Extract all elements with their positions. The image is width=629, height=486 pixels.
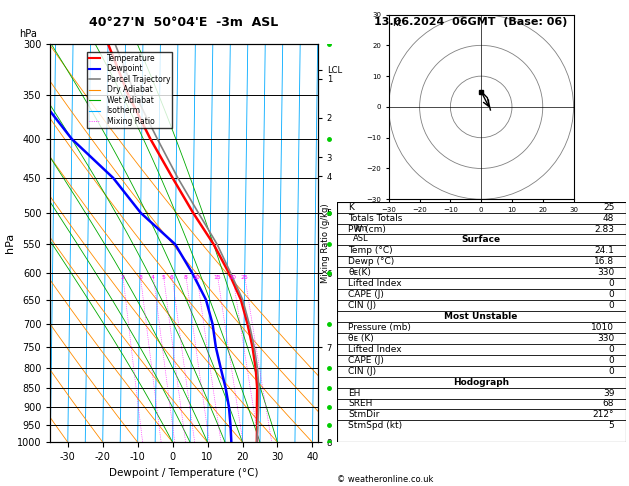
Text: 330: 330 bbox=[597, 268, 615, 278]
Text: 212°: 212° bbox=[593, 410, 615, 419]
Text: 2: 2 bbox=[121, 275, 125, 280]
Text: 15: 15 bbox=[213, 275, 221, 280]
Text: 25: 25 bbox=[603, 203, 615, 212]
Text: 2.83: 2.83 bbox=[594, 225, 615, 234]
Text: Most Unstable: Most Unstable bbox=[445, 312, 518, 321]
Text: 1010: 1010 bbox=[591, 323, 615, 332]
Text: 4: 4 bbox=[151, 275, 155, 280]
Text: 10: 10 bbox=[192, 275, 201, 280]
Text: 0: 0 bbox=[608, 345, 615, 354]
Text: StmDir: StmDir bbox=[348, 410, 379, 419]
Text: 8: 8 bbox=[184, 275, 187, 280]
Text: Dewp (°C): Dewp (°C) bbox=[348, 257, 394, 266]
X-axis label: Dewpoint / Temperature (°C): Dewpoint / Temperature (°C) bbox=[109, 468, 259, 478]
Text: 24.1: 24.1 bbox=[594, 246, 615, 256]
Text: 0: 0 bbox=[608, 290, 615, 299]
Text: 330: 330 bbox=[597, 334, 615, 343]
Text: 20: 20 bbox=[228, 275, 237, 280]
Legend: Temperature, Dewpoint, Parcel Trajectory, Dry Adiabat, Wet Adiabat, Isotherm, Mi: Temperature, Dewpoint, Parcel Trajectory… bbox=[87, 52, 172, 128]
Text: 5: 5 bbox=[161, 275, 165, 280]
Text: Pressure (mb): Pressure (mb) bbox=[348, 323, 411, 332]
Text: 0: 0 bbox=[608, 279, 615, 288]
Text: Hodograph: Hodograph bbox=[453, 378, 509, 387]
Text: θᴇ(K): θᴇ(K) bbox=[348, 268, 371, 278]
Text: K: K bbox=[348, 203, 354, 212]
Text: Mixing Ratio (g/kg): Mixing Ratio (g/kg) bbox=[321, 203, 330, 283]
Text: 5: 5 bbox=[608, 421, 615, 431]
Text: 68: 68 bbox=[603, 399, 615, 409]
Y-axis label: hPa: hPa bbox=[6, 233, 15, 253]
Text: StmSpd (kt): StmSpd (kt) bbox=[348, 421, 402, 431]
Text: PW (cm): PW (cm) bbox=[348, 225, 386, 234]
Text: EH: EH bbox=[348, 388, 360, 398]
Text: kt: kt bbox=[392, 17, 401, 28]
Text: CAPE (J): CAPE (J) bbox=[348, 356, 384, 365]
Text: 0: 0 bbox=[608, 356, 615, 365]
Text: 16.8: 16.8 bbox=[594, 257, 615, 266]
Text: 25: 25 bbox=[240, 275, 248, 280]
Text: CIN (J): CIN (J) bbox=[348, 366, 376, 376]
Text: θᴇ (K): θᴇ (K) bbox=[348, 334, 374, 343]
Text: Lifted Index: Lifted Index bbox=[348, 279, 402, 288]
Text: 0: 0 bbox=[608, 366, 615, 376]
Text: 40°27'N  50°04'E  -3m  ASL: 40°27'N 50°04'E -3m ASL bbox=[89, 16, 279, 29]
Text: 3: 3 bbox=[138, 275, 142, 280]
Text: © weatheronline.co.uk: © weatheronline.co.uk bbox=[337, 474, 433, 484]
Text: Lifted Index: Lifted Index bbox=[348, 345, 402, 354]
Text: CAPE (J): CAPE (J) bbox=[348, 290, 384, 299]
Text: 0: 0 bbox=[608, 301, 615, 310]
Text: 39: 39 bbox=[603, 388, 615, 398]
Text: 48: 48 bbox=[603, 213, 615, 223]
Text: Surface: Surface bbox=[462, 235, 501, 244]
Text: hPa: hPa bbox=[19, 29, 36, 39]
Text: 6: 6 bbox=[170, 275, 174, 280]
Text: CIN (J): CIN (J) bbox=[348, 301, 376, 310]
Text: SREH: SREH bbox=[348, 399, 372, 409]
Text: Temp (°C): Temp (°C) bbox=[348, 246, 392, 256]
Text: 13.06.2024  06GMT  (Base: 06): 13.06.2024 06GMT (Base: 06) bbox=[374, 17, 567, 27]
Y-axis label: km
ASL: km ASL bbox=[353, 224, 369, 243]
Text: Totals Totals: Totals Totals bbox=[348, 213, 403, 223]
